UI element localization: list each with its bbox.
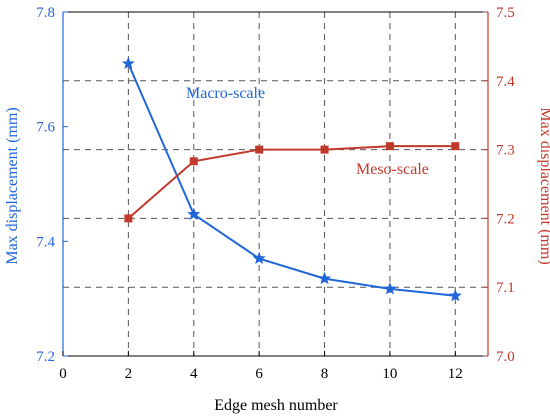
series — [121, 56, 462, 302]
data-point-macro — [252, 251, 266, 265]
x-tick-label: 10 — [382, 366, 397, 382]
data-point-macro — [448, 288, 462, 302]
y-tick-label-right: 7.4 — [496, 74, 515, 90]
x-tick-label: 4 — [190, 366, 198, 382]
ticks: 0 2 4 6 8 10 12 7.2 7.4 7.6 7.8 7.0 7.1 7.2 7.3 7.4 7.5 — [36, 5, 515, 382]
series-label-macro: Macro-scale — [186, 85, 265, 102]
x-tick-label: 12 — [448, 366, 463, 382]
x-tick-label: 0 — [59, 366, 67, 382]
x-axis-label: Edge mesh number — [214, 397, 338, 414]
grid — [63, 12, 488, 356]
x-tick-label: 8 — [321, 366, 329, 382]
data-point-macro — [121, 56, 135, 70]
data-point-meso — [255, 145, 264, 154]
x-tick-label: 2 — [125, 366, 133, 382]
y-axis-label-left: Max displacement (mm) — [4, 107, 21, 264]
data-point-meso — [385, 142, 394, 151]
y-tick-label-right: 7.0 — [496, 349, 515, 365]
y-axis-label-right: Max displacement (mm) — [537, 107, 550, 264]
y-tick-label-right: 7.2 — [496, 211, 515, 227]
data-point-meso — [320, 145, 329, 154]
y-tick-label-left: 7.4 — [36, 234, 55, 250]
y-tick-label-right: 7.5 — [496, 5, 515, 21]
series-line-macro — [127, 63, 456, 297]
data-point-macro — [383, 282, 397, 295]
x-tick-label: 6 — [255, 366, 263, 382]
data-point-meso — [124, 214, 133, 223]
y-tick-label-left: 7.2 — [36, 349, 55, 365]
data-point-macro — [318, 271, 332, 285]
y-tick-label-right: 7.3 — [496, 143, 515, 159]
data-point-macro — [187, 207, 201, 220]
data-point-meso — [189, 157, 198, 166]
y-tick-label-left: 7.6 — [36, 120, 55, 136]
y-tick-label-right: 7.1 — [496, 280, 515, 296]
axes — [62, 11, 489, 357]
data-point-meso — [451, 142, 460, 151]
y-tick-label-left: 7.8 — [36, 5, 55, 21]
series-line-meso — [127, 145, 456, 220]
series-label-meso: Meso-scale — [356, 161, 429, 178]
